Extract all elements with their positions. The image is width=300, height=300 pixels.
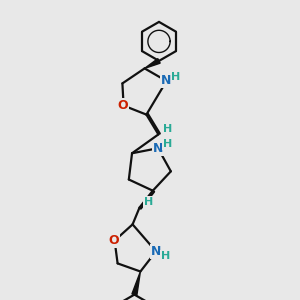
Text: H: H [161,251,170,261]
Polygon shape [132,272,140,295]
Text: N: N [153,142,163,155]
Text: H: H [172,72,181,82]
Text: O: O [118,99,128,112]
Text: H: H [163,139,172,149]
Polygon shape [145,58,160,68]
Text: H: H [144,197,153,207]
Text: N: N [161,74,172,88]
Text: O: O [109,234,119,247]
Text: N: N [151,245,161,258]
Text: H: H [163,124,172,134]
